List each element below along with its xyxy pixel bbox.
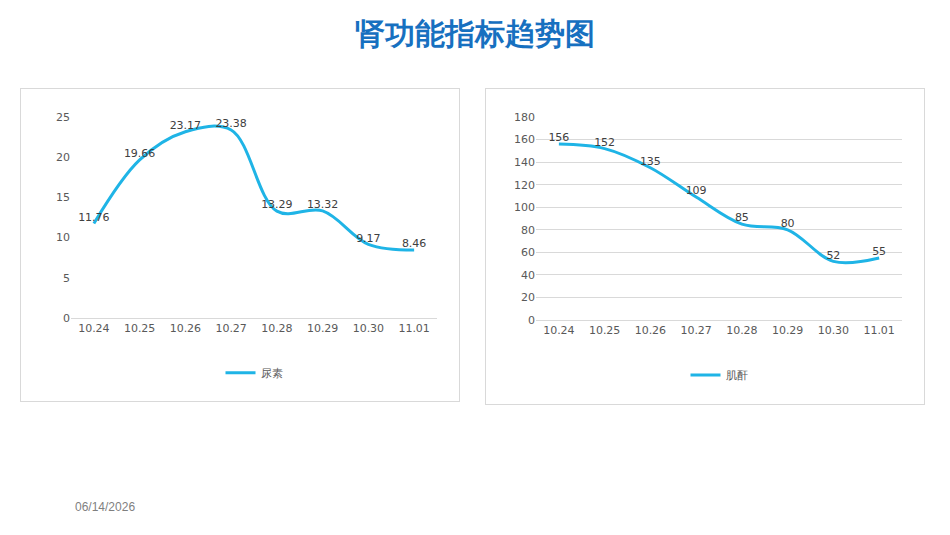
svg-text:13.32: 13.32	[307, 198, 339, 211]
svg-text:13.29: 13.29	[261, 198, 293, 211]
svg-text:8.46: 8.46	[402, 237, 427, 250]
svg-text:0: 0	[528, 314, 535, 327]
svg-text:180: 180	[514, 111, 535, 124]
svg-text:10.25: 10.25	[589, 324, 621, 337]
svg-text:85: 85	[735, 211, 749, 224]
svg-text:10.26: 10.26	[635, 324, 667, 337]
svg-text:11.01: 11.01	[863, 324, 895, 337]
svg-text:60: 60	[521, 246, 535, 259]
svg-text:10.24: 10.24	[543, 324, 575, 337]
html-text:肾功能指标趋势图: 肾功能指标趋势图	[355, 16, 595, 51]
svg-text:120: 120	[514, 179, 535, 192]
svg-text:10.28: 10.28	[726, 324, 758, 337]
svg-text:10.30: 10.30	[353, 322, 385, 335]
svg-text:10.25: 10.25	[124, 322, 156, 335]
svg-text:5: 5	[63, 272, 70, 285]
svg-text:19.66: 19.66	[124, 147, 156, 160]
svg-text:55: 55	[872, 245, 886, 258]
svg-text:9.17: 9.17	[356, 232, 381, 245]
svg-text:0: 0	[63, 312, 70, 325]
svg-text:10.24: 10.24	[78, 322, 110, 335]
svg-text:10.29: 10.29	[307, 322, 339, 335]
svg-text:23.17: 23.17	[170, 119, 202, 132]
svg-text:11.01: 11.01	[398, 322, 430, 335]
svg-text:80: 80	[781, 217, 795, 230]
svg-text:10.26: 10.26	[170, 322, 202, 335]
svg-text:135: 135	[640, 155, 661, 168]
svg-text:156: 156	[548, 131, 569, 144]
svg-text:10: 10	[56, 231, 70, 244]
svg-text:160: 160	[514, 133, 535, 146]
svg-text:15: 15	[56, 191, 70, 204]
svg-text:80: 80	[521, 224, 535, 237]
svg-text:肌酐: 肌酐	[726, 369, 748, 382]
svg-text:140: 140	[514, 156, 535, 169]
svg-text:10.29: 10.29	[772, 324, 804, 337]
svg-text:152: 152	[594, 136, 615, 149]
svg-text:10.28: 10.28	[261, 322, 293, 335]
svg-text:10.27: 10.27	[215, 322, 247, 335]
svg-text:23.38: 23.38	[215, 117, 247, 130]
svg-text:52: 52	[826, 249, 840, 262]
svg-text:25: 25	[56, 111, 70, 124]
svg-text:11.76: 11.76	[78, 211, 110, 224]
svg-text:100: 100	[514, 201, 535, 214]
svg-text:109: 109	[686, 184, 707, 197]
svg-text:20: 20	[521, 291, 535, 304]
svg-text:40: 40	[521, 269, 535, 282]
svg-text:10.30: 10.30	[818, 324, 850, 337]
html-text:06/14/2026: 06/14/2026	[75, 500, 136, 514]
svg-text:10.27: 10.27	[680, 324, 712, 337]
svg-text:尿素: 尿素	[261, 367, 283, 380]
svg-text:20: 20	[56, 151, 70, 164]
